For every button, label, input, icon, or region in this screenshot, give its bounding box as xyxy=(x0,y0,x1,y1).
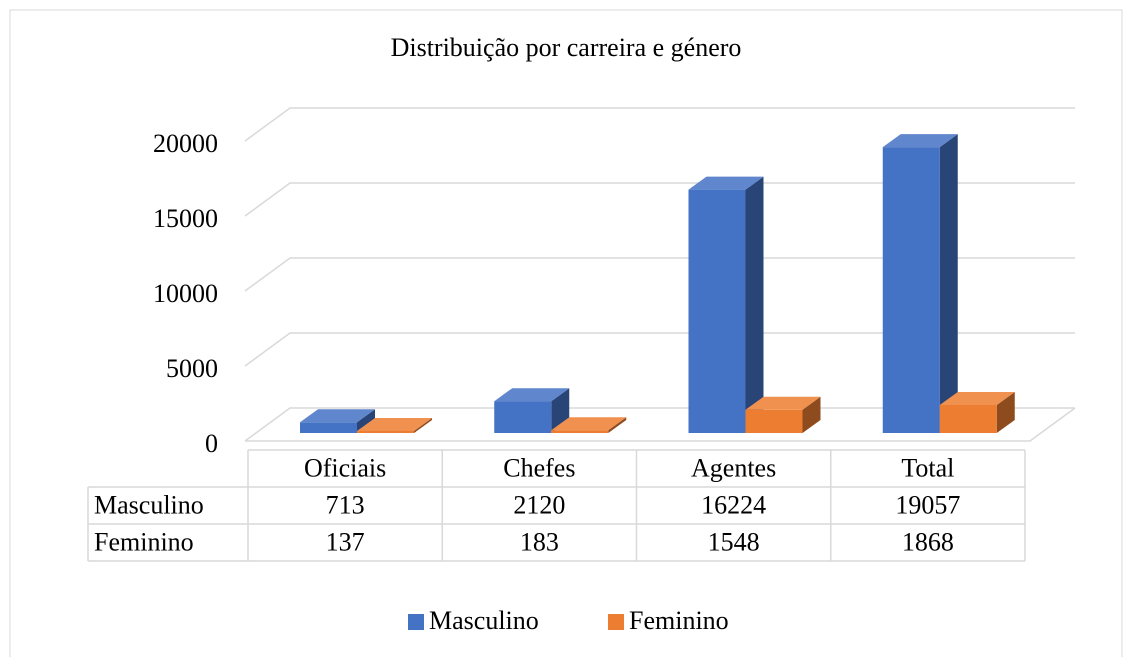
bar xyxy=(939,404,997,433)
table-cell: 19057 xyxy=(895,490,960,519)
legend-swatch xyxy=(408,614,424,630)
table-cell: 183 xyxy=(520,527,559,556)
table-row-label: Masculino xyxy=(94,490,204,519)
bar-top xyxy=(688,176,764,190)
table-cell: 713 xyxy=(326,490,365,519)
bar-side xyxy=(996,391,1015,433)
floor-edge xyxy=(245,407,1076,442)
bar-side xyxy=(414,417,432,433)
bar xyxy=(688,189,746,433)
bar-side xyxy=(802,396,821,433)
bar-top xyxy=(882,134,958,148)
grid-line xyxy=(244,332,1075,367)
bar-top xyxy=(551,417,627,431)
bar-top xyxy=(745,396,821,410)
legend-label: Feminino xyxy=(629,606,729,635)
table-cell: 1548 xyxy=(708,527,760,556)
bar-top xyxy=(939,391,1015,405)
bar-side xyxy=(745,176,764,433)
grid-line xyxy=(244,182,1075,217)
bar xyxy=(300,422,357,433)
bar-side xyxy=(939,134,958,433)
legend-label: Masculino xyxy=(429,606,539,635)
grid-line xyxy=(244,107,1075,142)
y-tick-label: 15000 xyxy=(153,204,218,233)
bar xyxy=(745,409,803,433)
bar-top xyxy=(357,417,432,431)
x-tick-label: Total xyxy=(901,453,954,482)
chart-title: Distribuição por carreira e género xyxy=(391,33,742,62)
bar-side xyxy=(608,417,627,433)
x-tick-label: Agentes xyxy=(691,453,776,482)
grid-line xyxy=(244,257,1075,292)
table-cell: 1868 xyxy=(902,527,954,556)
x-tick-label: Oficiais xyxy=(304,453,386,482)
y-tick-label: 10000 xyxy=(153,279,218,308)
bar-top xyxy=(494,388,570,402)
table-cell: 16224 xyxy=(701,490,766,519)
table-cell: 137 xyxy=(326,527,365,556)
y-tick-label: 20000 xyxy=(153,129,218,158)
table-cell: 2120 xyxy=(513,490,565,519)
bar xyxy=(357,430,414,433)
x-tick-label: Chefes xyxy=(503,453,575,482)
bar xyxy=(882,147,940,433)
bar xyxy=(494,401,552,433)
table-row-label: Feminino xyxy=(94,527,194,556)
y-tick-label: 0 xyxy=(205,429,218,458)
bar-side xyxy=(357,409,375,433)
y-tick-label: 5000 xyxy=(166,354,218,383)
bar-top xyxy=(300,409,375,423)
bar xyxy=(551,430,609,433)
legend-swatch xyxy=(608,614,624,630)
